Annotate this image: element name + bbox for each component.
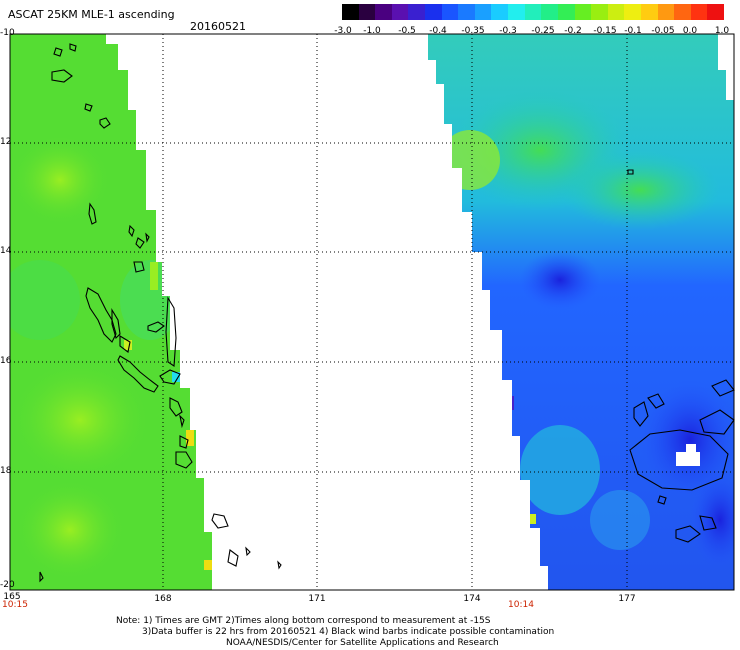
lon-label: 168	[154, 594, 172, 604]
coastlines	[39, 43, 735, 583]
cb-label: 0.0	[682, 26, 698, 36]
right-swath	[428, 34, 734, 590]
lat-label: -20	[0, 580, 15, 590]
cb-label: -3.0	[334, 26, 352, 36]
cb-label: -0.5	[398, 26, 416, 36]
note-line: Note: 1) Times are GMT 2)Times along bot…	[116, 616, 491, 626]
time-label-left: 10:15	[2, 600, 28, 610]
cb-label: -0.05	[651, 26, 675, 36]
lat-label: 16	[0, 356, 12, 366]
cb-label: -0.2	[564, 26, 582, 36]
lon-label: 165	[3, 592, 21, 602]
colorbar-labels: -3.0 -1.0 -0.5 -0.4 -0.35 -0.3 -0.25 -0.…	[330, 26, 740, 38]
cb-label: -0.3	[499, 26, 517, 36]
lat-label: 12	[0, 137, 12, 147]
cb-label: -1.0	[363, 26, 381, 36]
colorbar	[342, 4, 725, 20]
footnotes: Note: 1) Times are GMT 2)Times along bot…	[116, 616, 554, 649]
cb-label: -0.25	[531, 26, 555, 36]
lat-label: 18	[0, 466, 12, 476]
note-line: NOAA/NESDIS/Center for Satellite Applica…	[226, 638, 499, 648]
cb-label: -0.4	[429, 26, 447, 36]
cb-label: 1.0	[714, 26, 730, 36]
lon-label: 177	[618, 594, 636, 604]
cb-label: -0.15	[593, 26, 617, 36]
lat-label: 14	[0, 246, 12, 256]
lon-label: 174	[463, 594, 481, 604]
cb-label: -0.1	[624, 26, 642, 36]
map-date: 20160521	[190, 20, 246, 33]
lat-label: -10	[0, 28, 15, 38]
time-label-right: 10:14	[508, 600, 534, 610]
lon-label: 171	[308, 594, 326, 604]
map-title: ASCAT 25KM MLE-1 ascending	[8, 8, 175, 21]
left-swath	[10, 34, 212, 590]
cb-label: -0.35	[461, 26, 485, 36]
note-line: 3)Data buffer is 22 hrs from 20160521 4)…	[142, 627, 555, 637]
